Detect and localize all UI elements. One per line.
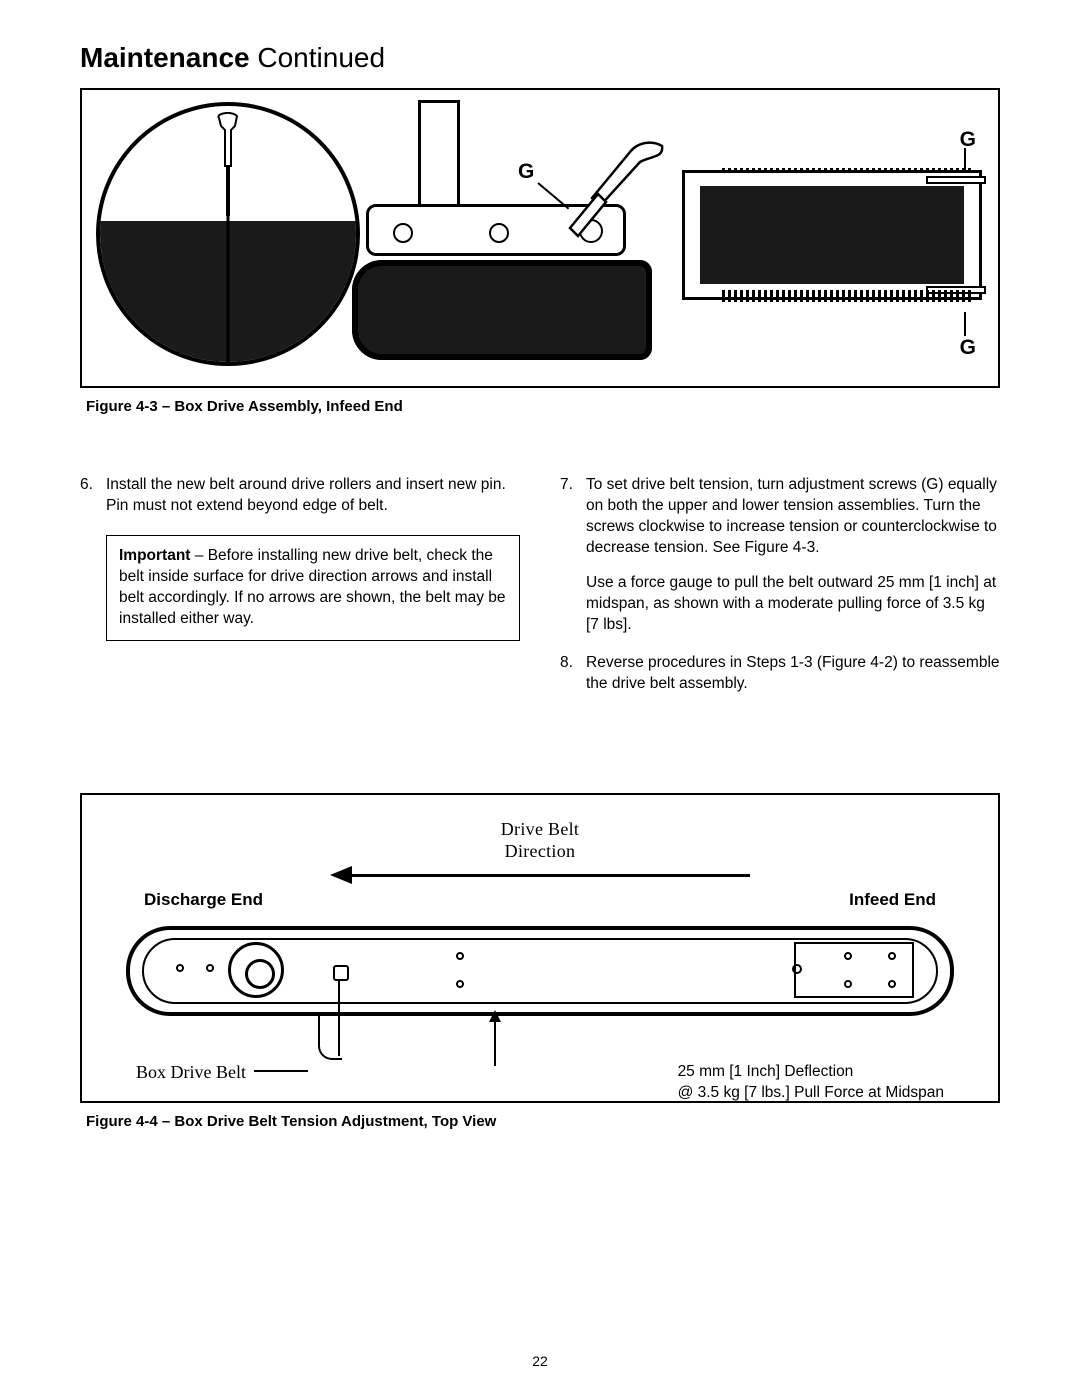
instructions-right-column: 7. To set drive belt tension, turn adjus… [560,475,1000,713]
figure-4-3: G G G [80,88,1000,388]
figure-4-3-label-g-bot: G [960,336,976,360]
figure-4-4-assembly [118,916,962,1026]
step-6-text: Install the new belt around drive roller… [106,475,520,517]
figure-4-3-topview: G G [682,136,982,336]
deflection-spec: 25 mm [1 Inch] Deflection @ 3.5 kg [7 lb… [678,1062,944,1104]
figure-4-3-assembly: G [352,120,652,370]
instructions-left-column: 6. Install the new belt around drive rol… [80,475,520,713]
section-title-bold: Maintenance [80,42,250,73]
screwdriver-icon [205,112,251,222]
pull-force-arrow-icon [494,1012,496,1066]
important-note: Important – Before installing new drive … [106,535,520,641]
step-7-text-b: Use a force gauge to pull the belt outwa… [586,573,1000,636]
step-8-number: 8. [560,653,586,695]
figure-4-3-label-g-top: G [960,128,976,152]
step-7-text-a: To set drive belt tension, turn adjustme… [586,475,1000,559]
direction-arrow-icon [330,866,750,884]
discharge-end-label: Discharge End [144,890,263,910]
infeed-end-label: Infeed End [849,890,936,910]
box-drive-belt-label: Box Drive Belt [136,1062,246,1083]
figure-4-3-caption: Figure 4-3 – Box Drive Assembly, Infeed … [86,398,1000,415]
section-title-continued: Continued [250,42,385,73]
step-6-number: 6. [80,475,106,517]
wrench-icon [552,140,672,250]
figure-4-3-label-g-mid: G [518,160,534,184]
figure-4-4: Drive Belt Direction Discharge End Infee… [80,793,1000,1103]
step-8: 8. Reverse procedures in Steps 1-3 (Figu… [560,653,1000,695]
figure-4-3-inset [96,102,360,366]
step-8-text: Reverse procedures in Steps 1-3 (Figure … [586,653,1000,695]
step-6: 6. Install the new belt around drive rol… [80,475,520,517]
important-label: Important [119,547,190,564]
drive-belt-direction-label: Drive Belt Direction [112,819,968,862]
page-number: 22 [0,1353,1080,1369]
instructions: 6. Install the new belt around drive rol… [80,475,1000,713]
section-title: Maintenance Continued [80,42,1000,74]
step-7-number: 7. [560,475,586,635]
step-7: 7. To set drive belt tension, turn adjus… [560,475,1000,635]
figure-4-4-caption: Figure 4-4 – Box Drive Belt Tension Adju… [86,1113,1000,1130]
